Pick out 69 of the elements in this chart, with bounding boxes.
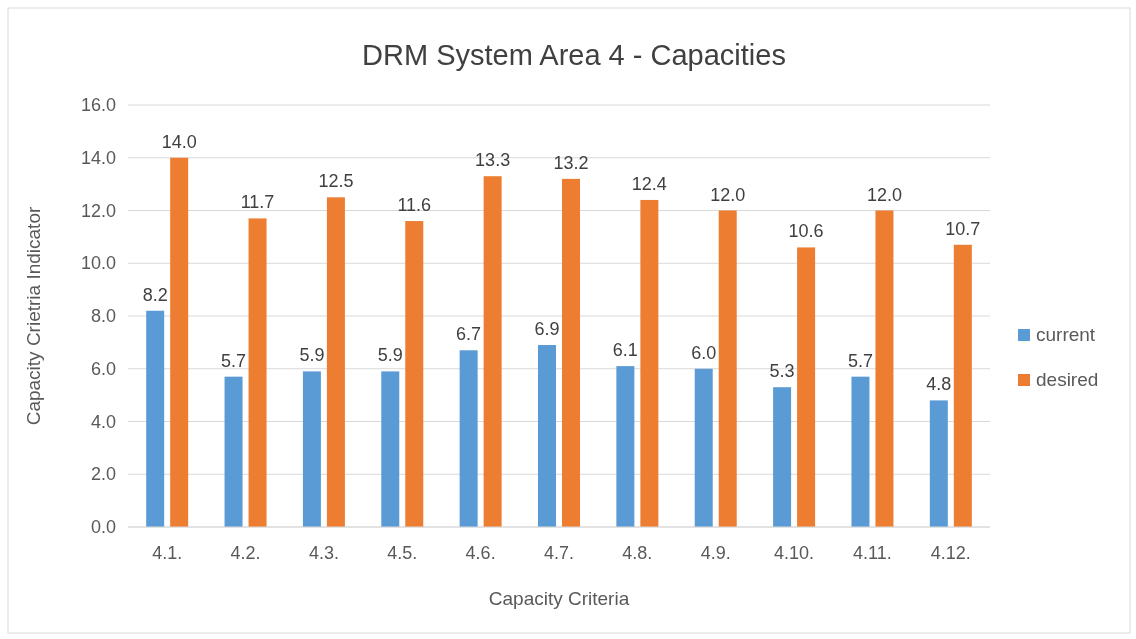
bar — [248, 218, 267, 527]
y-tick-label: 8.0 — [90, 306, 116, 326]
bar — [929, 400, 948, 527]
x-axis-title: Capacity Criteria — [488, 588, 630, 609]
x-tick-label: 4.9. — [700, 543, 731, 563]
bar — [224, 376, 243, 527]
bar — [405, 221, 424, 527]
data-label: 6.7 — [456, 324, 482, 345]
y-tick-label: 4.0 — [90, 411, 116, 432]
data-label: 12.5 — [318, 171, 354, 192]
x-tick-label: 4.5. — [387, 543, 418, 563]
data-label: 5.9 — [377, 345, 403, 366]
bar — [694, 368, 713, 527]
data-label: 13.3 — [475, 150, 511, 171]
data-label: 12.0 — [866, 184, 902, 205]
legend-label: desired — [1036, 369, 1099, 390]
data-label: 5.7 — [847, 350, 873, 371]
bar — [718, 210, 737, 527]
data-label: 10.7 — [945, 218, 981, 239]
y-tick-label: 2.0 — [90, 464, 116, 485]
x-tick-label: 4.1. — [152, 543, 183, 563]
data-label: 10.6 — [788, 221, 824, 242]
data-label: 8.2 — [142, 284, 168, 305]
data-label: 11.7 — [240, 192, 275, 213]
data-label: 6.0 — [691, 342, 717, 363]
legend-label: current — [1036, 324, 1096, 345]
bar — [538, 345, 556, 527]
bar — [381, 371, 400, 527]
data-label: 12.4 — [631, 173, 667, 194]
bar — [616, 366, 635, 527]
data-label: 11.6 — [397, 195, 432, 216]
bar — [640, 199, 659, 527]
bar — [773, 387, 792, 527]
y-axis-title: Capacity Crietria Indicator — [23, 206, 44, 426]
x-tick-label: 4.8. — [622, 543, 653, 563]
x-tick-label: 4.10. — [774, 543, 815, 563]
bar — [797, 247, 816, 527]
y-tick-label: 14.0 — [80, 147, 116, 168]
y-tick-label: 12.0 — [80, 200, 116, 221]
x-tick-label: 4.7. — [543, 543, 575, 563]
data-label: 5.7 — [221, 350, 247, 371]
data-label: 5.3 — [769, 361, 795, 382]
data-label: 12.0 — [710, 184, 746, 205]
bar — [483, 176, 502, 527]
data-label: 6.9 — [534, 319, 560, 340]
data-label: 6.1 — [612, 340, 638, 361]
y-tick-label: 6.0 — [90, 358, 116, 379]
x-tick-label: 4.11. — [853, 543, 892, 563]
x-tick-label: 4.3. — [308, 543, 339, 563]
x-tick-label: 4.12. — [930, 543, 971, 563]
bar — [146, 310, 165, 527]
bar — [302, 371, 321, 527]
bar — [170, 157, 189, 527]
data-label: 4.8 — [926, 374, 952, 395]
bar — [875, 210, 894, 527]
data-label: 5.9 — [299, 345, 325, 366]
bar — [953, 244, 972, 527]
y-tick-label: 10.0 — [80, 253, 116, 274]
bar — [851, 376, 870, 527]
chart-title: DRM System Area 4 - Capacities — [362, 39, 786, 71]
bar — [459, 350, 478, 527]
bar — [562, 178, 580, 527]
y-tick-label: 16.0 — [80, 95, 116, 115]
data-label: 13.2 — [553, 152, 589, 173]
x-tick-label: 4.2. — [230, 543, 261, 563]
x-tick-label: 4.6. — [465, 543, 496, 563]
bar — [326, 197, 345, 527]
data-label: 14.0 — [161, 131, 197, 152]
y-tick-label: 0.0 — [90, 517, 116, 537]
